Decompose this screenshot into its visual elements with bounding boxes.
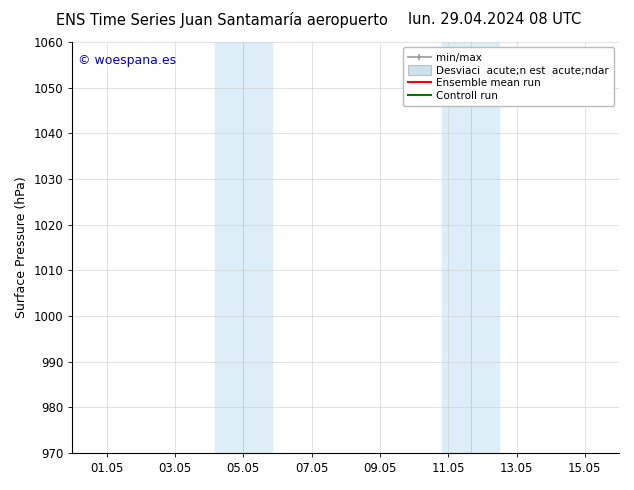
Text: © woespana.es: © woespana.es	[78, 54, 176, 68]
Bar	[443, 42, 500, 453]
Legend: min/max, Desviaci  acute;n est  acute;ndar, Ensemble mean run, Controll run: min/max, Desviaci acute;n est acute;ndar…	[403, 47, 614, 106]
Bar	[215, 42, 271, 453]
Text: lun. 29.04.2024 08 UTC: lun. 29.04.2024 08 UTC	[408, 12, 581, 27]
Y-axis label: Surface Pressure (hPa): Surface Pressure (hPa)	[15, 176, 28, 318]
Text: ENS Time Series Juan Santamaría aeropuerto: ENS Time Series Juan Santamaría aeropuer…	[56, 12, 388, 28]
